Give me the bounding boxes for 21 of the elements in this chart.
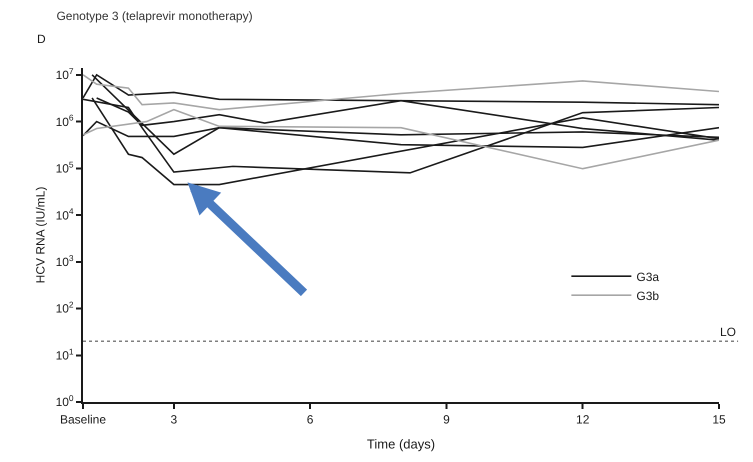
x-tick-label: Baseline xyxy=(60,412,106,426)
x-tick-label: 3 xyxy=(170,412,178,426)
x-tick-label: 6 xyxy=(306,412,314,426)
chart-title: Genotype 3 (telaprevir monotherapy) xyxy=(56,8,253,23)
y-tick-label: 10$^{0}$ xyxy=(56,393,74,410)
text: D xyxy=(37,32,46,46)
y-tick-label: 10$^{2}$ xyxy=(56,300,74,316)
y-tick-label: 10$^{1}$ xyxy=(56,346,74,362)
y-tick-label: 10$^{4}$ xyxy=(56,206,74,222)
y-tick-label: 10$^{5}$ xyxy=(56,159,74,176)
legend-label: G3b xyxy=(636,288,660,303)
y-tick-label: 10$^{6}$ xyxy=(56,112,74,129)
y-tick-label: 10$^{3}$ xyxy=(56,252,74,269)
x-tick-label: 9 xyxy=(443,412,450,426)
x-tick-label: 12 xyxy=(576,412,590,426)
x-tick-label: 15 xyxy=(712,412,726,426)
ref-line-label: LO xyxy=(720,325,736,339)
x-axis-title: Time (days) xyxy=(366,436,436,452)
y-axis-title: HCV RNA (IU/mL) xyxy=(33,186,48,284)
legend-label: G3a xyxy=(636,270,660,284)
y-tick-label: 10$^{7}$ xyxy=(56,66,74,82)
